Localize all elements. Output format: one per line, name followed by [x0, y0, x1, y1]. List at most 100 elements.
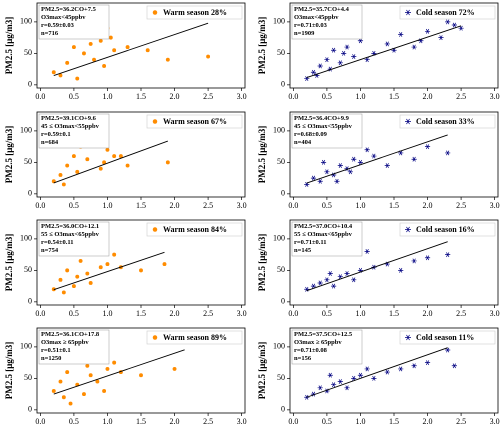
legend-box	[399, 114, 496, 129]
point	[310, 175, 317, 181]
legend-marker	[405, 9, 411, 16]
point	[320, 159, 327, 165]
x-tick-label: 2.0	[423, 309, 433, 318]
point	[411, 156, 417, 162]
point	[357, 159, 364, 165]
legend-label: Cold season 16%	[416, 225, 475, 234]
point	[357, 38, 364, 44]
x-tick-label: 1.0	[355, 201, 365, 210]
point	[384, 41, 390, 47]
x-tick-label: 1.0	[102, 92, 112, 101]
x-tick-label: 0.5	[322, 417, 332, 426]
point	[92, 57, 96, 62]
fit-line	[53, 251, 165, 291]
x-tick-label: 0.0	[35, 92, 45, 101]
point	[364, 147, 370, 153]
point	[337, 274, 343, 280]
y-tick-label: 50	[24, 48, 32, 57]
fit-line	[306, 347, 448, 398]
y-tick-label: 0	[281, 297, 285, 306]
point	[51, 389, 56, 393]
annotation-line: r=0.71±0.08	[294, 347, 328, 354]
x-tick-label: 1.5	[389, 417, 399, 426]
fit-line	[53, 140, 168, 184]
legend-box	[399, 330, 496, 345]
point	[357, 372, 364, 378]
annotation-line: PM2.5=36.0CO+12.1	[41, 223, 99, 230]
legend-label: Cold season 33%	[416, 117, 475, 126]
point	[61, 290, 66, 295]
y-tick-label: 100	[273, 17, 285, 26]
point	[98, 265, 103, 270]
fit-line	[306, 241, 448, 292]
x-tick-label: 0.0	[288, 417, 298, 426]
x-tick-label: 2.5	[203, 201, 213, 210]
point	[371, 153, 377, 159]
point	[317, 280, 323, 286]
annotation-line: n=754	[41, 247, 59, 254]
fit-line	[53, 349, 185, 395]
point	[398, 32, 404, 37]
legend-box	[146, 330, 243, 345]
x-tick-label: 1.0	[102, 309, 112, 318]
y-tick-label: 0	[28, 405, 32, 414]
x-tick-label: 1.5	[136, 417, 146, 426]
point	[364, 249, 370, 254]
point	[105, 147, 110, 152]
x-tick-label: 0.0	[288, 201, 298, 210]
legend-box	[399, 5, 496, 20]
annotation-line: r=0.51±0.1	[41, 347, 71, 354]
point	[364, 366, 370, 372]
y-axis-label: PM2.5 [μg/m3]	[4, 126, 14, 184]
x-tick-label: 0.5	[322, 92, 332, 101]
legend-box	[399, 222, 496, 237]
point	[411, 44, 417, 50]
legend-box	[146, 114, 243, 129]
point	[75, 169, 80, 174]
point	[337, 60, 343, 66]
x-tick-label: 2.5	[456, 417, 466, 426]
x-tick-label: 0.5	[69, 201, 79, 210]
x-tick-label: 2.0	[423, 417, 433, 426]
x-tick-label: 2.0	[170, 201, 180, 210]
point	[458, 25, 464, 31]
point	[424, 144, 431, 150]
annotation-line: n=145	[294, 247, 312, 254]
point	[98, 38, 103, 43]
y-tick-label: 100	[20, 234, 32, 243]
annotation-line: PM2.5=36.4CO+9.9	[294, 115, 350, 122]
point	[324, 277, 330, 283]
annotation-line: r=0.71±0.11	[294, 239, 327, 246]
point	[88, 41, 93, 46]
point	[71, 154, 76, 159]
point	[327, 271, 333, 276]
legend-label: Warm season 67%	[163, 117, 227, 126]
x-tick-label: 2.0	[423, 201, 433, 210]
annotation-line: PM2.5=39.1CO+9.6	[41, 115, 97, 122]
annotation-box	[291, 4, 363, 40]
annotation-line: PM2.5=36.1CO+17.8	[41, 331, 100, 338]
point	[424, 360, 431, 366]
y-tick-label: 100	[20, 126, 32, 135]
point	[112, 252, 117, 257]
y-tick-label: 50	[277, 265, 285, 274]
y-axis-label: PM2.5 [μg/m3]	[257, 126, 267, 184]
x-tick-label: 1.0	[355, 309, 365, 318]
x-tick-label: 3.0	[490, 201, 500, 210]
y-axis-label: PM2.5 [μg/m3]	[4, 234, 14, 292]
y-tick-label: 100	[273, 234, 285, 243]
x-tick-label: 1.0	[102, 417, 112, 426]
x-tick-label: 1.5	[136, 309, 146, 318]
legend-marker	[152, 10, 158, 15]
point	[384, 163, 390, 168]
annotation-line: O3max ≥ 65ppbv	[294, 339, 342, 346]
y-tick-label: 0	[28, 297, 32, 306]
y-axis-label: PM2.5 [μg/m3]	[257, 234, 267, 292]
annotation-line: PM2.5=37.0CO+10.4	[294, 223, 353, 230]
point	[334, 178, 340, 184]
annotation-box	[291, 329, 363, 365]
y-tick-label: 50	[277, 48, 285, 57]
fit-line	[306, 25, 462, 79]
x-tick-label: 1.0	[355, 417, 365, 426]
x-tick-label: 2.0	[170, 417, 180, 426]
